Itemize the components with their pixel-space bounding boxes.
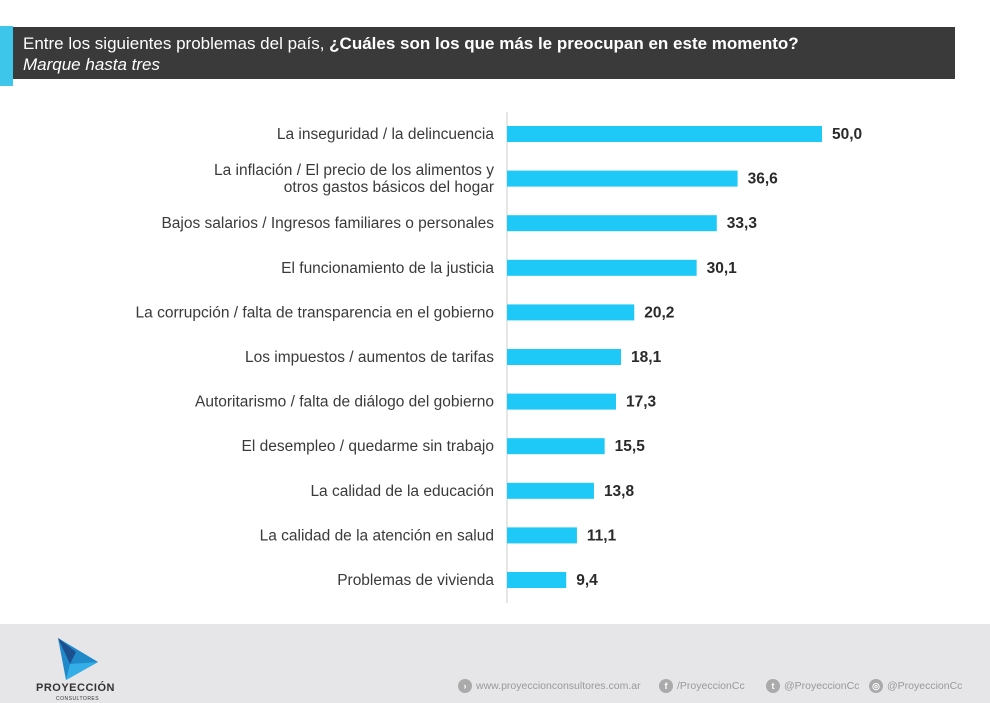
value-label: 17,3 [626, 394, 657, 411]
bar [507, 393, 616, 410]
facebook-link[interactable]: f/ProyeccionCc [659, 679, 745, 693]
category-label: La inseguridad / la delincuencia [277, 126, 495, 143]
website-text: www.proyeccionconsultores.com.ar [476, 680, 641, 692]
bar [507, 527, 577, 544]
bar [507, 349, 622, 365]
instagram-text: @ProyeccionCc [887, 680, 963, 692]
bar [507, 215, 717, 232]
arrow-icon: › [458, 679, 472, 693]
category-label: Bajos salarios / Ingresos familiares o p… [161, 215, 494, 232]
category-label: La calidad de la educación [310, 483, 494, 500]
category-label: La inflación / El precio de los alimento… [214, 162, 494, 196]
value-label: 9,4 [576, 572, 598, 589]
footer: PROYECCIÓN CONSULTORES › www.proyeccionco… [0, 624, 990, 703]
header-accent [0, 26, 13, 86]
category-label: La calidad de la atención en salud [260, 527, 494, 544]
value-label: 20,2 [644, 304, 674, 321]
category-label: El funcionamiento de la justicia [281, 260, 494, 277]
category-label: Los impuestos / aumentos de tarifas [245, 349, 494, 366]
question-prefix: Entre los siguientes problemas del país, [23, 34, 330, 53]
value-label: 15,5 [615, 438, 646, 455]
value-label: 13,8 [604, 483, 635, 500]
facebook-icon: f [659, 679, 673, 693]
category-label: La corrupción / falta de transparencia e… [136, 304, 494, 321]
twitter-icon: t [766, 679, 780, 693]
facebook-text: /ProyeccionCc [677, 680, 745, 692]
logo-name: PROYECCIÓN [36, 682, 115, 694]
value-label: 30,1 [707, 260, 738, 277]
twitter-text: @ProyeccionCc [784, 680, 860, 692]
category-label: Autoritarismo / falta de diálogo del gob… [195, 394, 494, 411]
question-header: Entre los siguientes problemas del país,… [13, 27, 955, 79]
bar [507, 572, 567, 588]
instagram-link[interactable]: ◎ @ProyeccionCc [869, 679, 962, 693]
value-label: 33,3 [727, 215, 758, 232]
value-label: 18,1 [631, 349, 662, 366]
question-instruction: Marque hasta tres [23, 55, 161, 74]
value-label: 11,1 [587, 527, 617, 544]
bar [507, 482, 594, 499]
category-label: Problemas de vivienda [337, 572, 494, 589]
bar [507, 304, 635, 321]
value-label: 36,6 [748, 171, 779, 188]
category-label: El desempleo / quedarme sin trabajo [242, 438, 494, 455]
twitter-link[interactable]: t @ProyeccionCc [766, 679, 859, 693]
bar [507, 438, 605, 455]
bar [507, 170, 738, 187]
bar-chart: La inseguridad / la delincuencia 50,0 La i… [136, 112, 862, 603]
question-bold: ¿Cuáles son los que más le preocupan en … [329, 34, 799, 53]
instagram-icon: ◎ [869, 679, 883, 693]
value-label: 50,0 [832, 126, 862, 143]
logo-sub: CONSULTORES [56, 696, 100, 702]
bar [507, 259, 697, 276]
bar [507, 126, 822, 142]
website-link[interactable]: › www.proyeccionconsultores.com.ar [458, 679, 641, 693]
proyeccion-logo [58, 638, 98, 680]
